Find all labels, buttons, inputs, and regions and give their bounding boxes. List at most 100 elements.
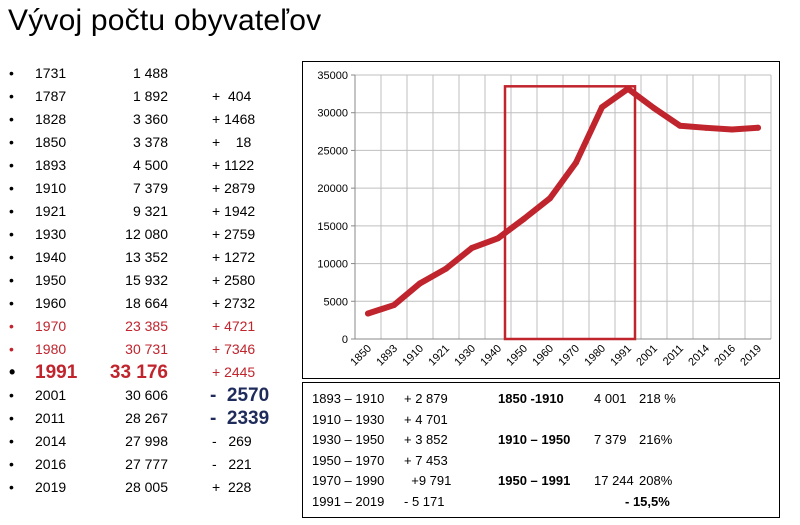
stats-period: 1950 – 1970 [312, 452, 385, 468]
stats-delta: + 4 701 [404, 411, 448, 427]
population-row-1893: • 1893 4 500 + 1122 [0, 154, 300, 177]
population-row-2001: • 2001 30 606 - 2570 [0, 384, 300, 407]
stats-row: 1991 – 2019 - 5 171 - 15,5% [303, 492, 779, 512]
stats-delta: +9 791 [404, 473, 452, 488]
x-tick-label: 2019 [738, 343, 764, 369]
population-row-1731: • 1731 1 488 [0, 62, 300, 85]
row-year: 1921 [35, 203, 67, 219]
stats-summary-label: 1910 – 1950 [498, 432, 571, 447]
row-change: + 404 [212, 88, 252, 104]
population-row-1910: • 1910 7 379 + 2879 [0, 177, 300, 200]
population-row-1787: • 1787 1 892 + 404 [0, 85, 300, 108]
stats-delta: + 3 852 [404, 432, 448, 447]
y-tick-label: 35000 [317, 70, 348, 82]
row-population: 28 267 [125, 410, 168, 426]
row-population: 12 080 [125, 226, 168, 242]
stats-summary-value: 4 001 [594, 391, 627, 406]
population-row-1940: • 1940 13 352 + 1272 [0, 246, 300, 269]
stats-row: 1950 – 1970 + 7 453 [303, 451, 779, 471]
stats-row: 1970 – 1990 +9 791 1950 – 1991 17 244 208% [303, 471, 779, 491]
row-change: + 1272 [212, 249, 256, 265]
row-population: 30 731 [125, 341, 168, 357]
row-year: 2016 [35, 456, 67, 472]
data-point-1850 [365, 310, 371, 317]
row-year: 1950 [35, 272, 67, 288]
x-tick-label: 1980 [582, 343, 608, 369]
population-row-1921: • 1921 9 321 + 1942 [0, 200, 300, 223]
bullet-icon: • [9, 134, 14, 150]
stats-period: 1910 – 1930 [312, 411, 385, 427]
population-row-1828: • 1828 3 360 + 1468 [0, 108, 300, 131]
row-change: + 1942 [212, 203, 256, 219]
row-year: 1850 [35, 134, 67, 150]
bullet-icon: • [9, 65, 14, 81]
stats-summary-label: 1850 -1910 [498, 391, 564, 406]
data-point-1991 [625, 85, 631, 92]
stats-summary-percent: 216% [639, 432, 673, 447]
row-population: 1 892 [132, 88, 168, 104]
x-tick-label: 1930 [452, 343, 478, 369]
bullet-icon: • [9, 387, 14, 403]
stats-delta: - 5 171 [404, 493, 445, 509]
row-year: 1930 [35, 226, 67, 242]
row-year: 1940 [35, 249, 67, 265]
y-tick-label: 10000 [317, 259, 348, 271]
row-year: 1991 [35, 362, 78, 383]
row-population: 4 500 [132, 157, 168, 173]
row-population: 1 488 [132, 65, 168, 81]
population-row-1991: • 1991 33 176 + 2445 [0, 361, 300, 384]
stats-final-percent: - 15,5% [625, 493, 670, 509]
row-change: + 2879 [212, 180, 256, 196]
stats-summary-value: 17 244 [594, 473, 634, 488]
bullet-icon: • [9, 456, 14, 472]
row-change: - 269 [212, 433, 252, 449]
bullet-icon: • [9, 88, 14, 104]
stats-period: 1893 – 1910 [312, 391, 385, 406]
y-tick-label: 20000 [317, 183, 348, 195]
x-tick-label: 1960 [530, 343, 556, 369]
stats-period: 1930 – 1950 [312, 432, 385, 447]
population-row-2016: • 2016 27 777 - 221 [0, 453, 300, 476]
stats-period: 1970 – 1990 [312, 473, 385, 488]
row-year: 1960 [35, 295, 67, 311]
row-change: + 2732 [212, 295, 256, 311]
bullet-icon: • [9, 410, 14, 426]
bullet-icon: • [9, 111, 14, 127]
x-tick-label: 1991 [608, 343, 634, 369]
row-population: 15 932 [125, 272, 168, 288]
row-population: 27 777 [125, 456, 168, 472]
stats-summary-value: 7 379 [594, 432, 627, 447]
stats-row: 1930 – 1950 + 3 852 1910 – 1950 7 379 216% [303, 430, 779, 450]
row-population: 3 360 [132, 111, 168, 127]
x-tick-label: 2014 [686, 343, 712, 369]
row-change: - 221 [212, 456, 252, 472]
population-row-1950: • 1950 15 932 + 2580 [0, 269, 300, 292]
row-year: 1970 [35, 318, 67, 334]
data-point-1960 [547, 195, 553, 202]
bullet-icon: • [9, 180, 14, 196]
row-year: 2001 [35, 387, 67, 403]
row-change: - 2570 [210, 385, 270, 406]
x-tick-label: 2001 [634, 343, 660, 369]
data-point-2019 [755, 124, 761, 131]
row-year: 1980 [35, 341, 67, 357]
row-year: 1910 [35, 180, 67, 196]
data-point-2016 [729, 126, 735, 133]
row-population: 30 606 [125, 387, 168, 403]
row-year: 2011 [35, 410, 66, 426]
y-tick-label: 5000 [324, 296, 348, 308]
x-tick-label: 2011 [661, 343, 686, 368]
y-tick-label: 30000 [317, 108, 348, 120]
data-point-1970 [573, 159, 579, 166]
row-population: 18 664 [125, 295, 168, 311]
x-tick-label: 1970 [556, 343, 582, 369]
row-population: 13 352 [125, 249, 168, 265]
row-change: + 7346 [212, 341, 256, 357]
data-point-1940 [495, 235, 501, 242]
row-population: 23 385 [125, 318, 168, 334]
population-row-1970: • 1970 23 385 + 4721 [0, 315, 300, 338]
stats-summary-percent: 208% [639, 473, 673, 488]
row-change: - 2339 [210, 408, 270, 429]
bullet-icon: • [9, 318, 14, 334]
data-point-1950 [521, 215, 527, 222]
